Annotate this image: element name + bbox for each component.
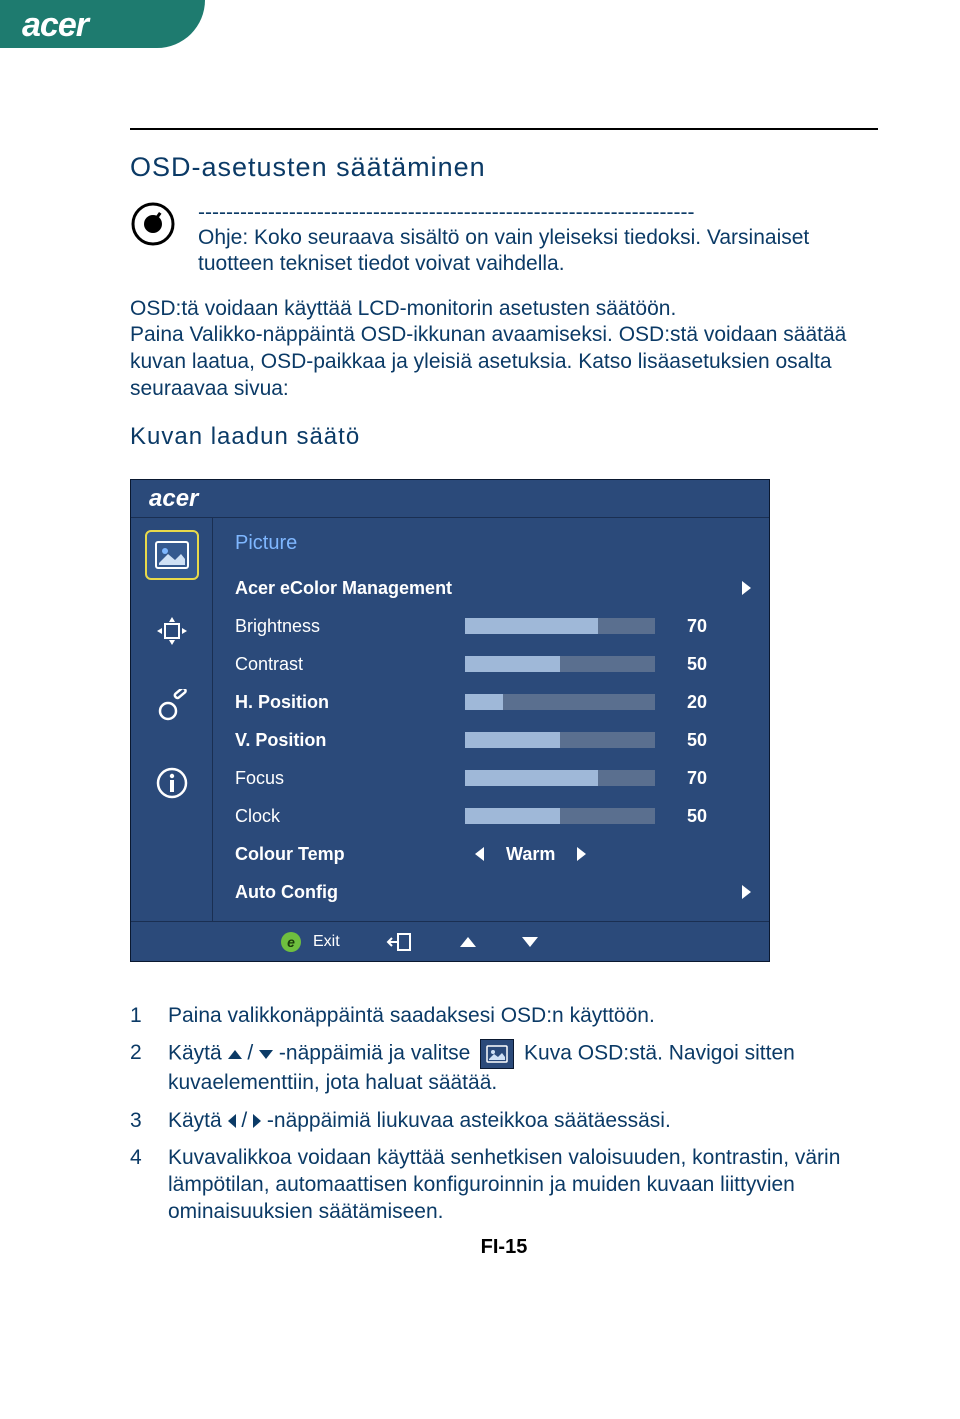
osd-sidebar [131,518,213,921]
slider-track[interactable] [465,694,655,710]
slider-track[interactable] [465,808,655,824]
list-number: 4 [130,1144,150,1226]
note-text: Ohje: Koko seuraava sisältö on vain ylei… [198,225,878,278]
osd-label: Brightness [235,616,465,637]
heading-osd-settings: OSD-asetusten säätäminen [130,152,878,183]
osd-label: Auto Config [235,882,742,903]
osd-row-brightness[interactable]: Brightness 70 [235,607,751,645]
osd-label: V. Position [235,730,465,751]
osd-label: Contrast [235,654,465,675]
slider-fill [465,770,598,786]
osd-row-vposition[interactable]: V. Position 50 [235,721,751,759]
arrow-down-icon[interactable] [522,937,538,947]
arrow-up-icon [228,1050,242,1059]
list-text: Käytä / -näppäimiä ja valitse Kuva OSD:s… [168,1039,878,1096]
list-text: Käytä / -näppäimiä liukuvaa asteikkoa sä… [168,1107,878,1134]
slider-fill [465,694,503,710]
osd-panel: acer [130,479,770,962]
list-item: 1 Paina valikkonäppäintä saadaksesi OSD:… [130,1002,878,1029]
arrow-left-icon [228,1114,236,1128]
page-header: acer [0,0,960,48]
osd-label: Colour Temp [235,844,465,865]
osd-label: Focus [235,768,465,789]
slider-value: 20 [671,692,707,713]
sidebar-picture-icon[interactable] [145,530,199,580]
enter-icon[interactable] [386,931,414,953]
slider-fill [465,656,560,672]
sidebar-info-icon[interactable] [145,758,199,808]
note-dashes: ----------------------------------------… [198,201,878,225]
slider-value: 50 [671,730,707,751]
colour-temp-value: Warm [506,844,555,865]
heading-picture-quality: Kuvan laadun säätö [130,423,878,451]
slider-track[interactable] [465,732,655,748]
slider-track[interactable] [465,770,655,786]
slider-fill [465,808,560,824]
osd-titlebar: acer [131,480,769,518]
note-block: ----------------------------------------… [130,201,878,278]
exit-label: Exit [313,933,340,951]
list-item: 2 Käytä / -näppäimiä ja valitse Kuva OSD… [130,1039,878,1096]
page-number: FI-15 [130,1236,878,1259]
list-number: 3 [130,1107,150,1134]
note-icon [130,201,176,278]
osd-logo: acer [149,485,198,513]
osd-row-colourtemp[interactable]: Colour Temp Warm [235,835,751,873]
osd-label: H. Position [235,692,465,713]
chevron-right-icon[interactable] [577,847,586,861]
list-item: 4 Kuvavalikkoa voidaan käyttää senhetkis… [130,1144,878,1226]
slider-value: 50 [671,806,707,827]
osd-row-ecolor[interactable]: Acer eColor Management [235,569,751,607]
osd-label: Acer eColor Management [235,578,742,599]
list-item: 3 Käytä / -näppäimiä liukuvaa asteikkoa … [130,1107,878,1134]
slider-fill [465,618,598,634]
brand-logo: acer [22,6,88,45]
slider-fill [465,732,560,748]
sidebar-settings-icon[interactable] [145,682,199,732]
osd-row-contrast[interactable]: Contrast 50 [235,645,751,683]
osd-row-hposition[interactable]: H. Position 20 [235,683,751,721]
exit-e-icon: e [281,932,301,952]
osd-row-autoconfig[interactable]: Auto Config [235,873,751,911]
list-number: 2 [130,1039,150,1096]
intro-paragraph: OSD:tä voidaan käyttää LCD-monitorin ase… [130,296,878,404]
list-number: 1 [130,1002,150,1029]
chevron-left-icon[interactable] [475,847,484,861]
instruction-list: 1 Paina valikkonäppäintä saadaksesi OSD:… [130,1002,878,1226]
sidebar-position-icon[interactable] [145,606,199,656]
osd-footer: e Exit [131,921,769,961]
chevron-right-icon [742,581,751,595]
slider-track[interactable] [465,618,655,634]
osd-row-focus[interactable]: Focus 70 [235,759,751,797]
slider-value: 50 [671,654,707,675]
arrow-down-icon [259,1050,273,1059]
osd-section-title: Picture [235,532,751,555]
arrow-up-icon[interactable] [460,937,476,947]
slider-value: 70 [671,768,707,789]
arrow-right-icon [253,1114,261,1128]
osd-row-clock[interactable]: Clock 50 [235,797,751,835]
osd-content: Picture Acer eColor Management Brightnes… [213,518,769,921]
picture-icon [480,1039,514,1069]
chevron-right-icon [742,885,751,899]
slider-value: 70 [671,616,707,637]
list-text: Kuvavalikkoa voidaan käyttää senhetkisen… [168,1144,878,1226]
slider-track[interactable] [465,656,655,672]
osd-label: Clock [235,806,465,827]
divider [130,128,878,130]
list-text: Paina valikkonäppäintä saadaksesi OSD:n … [168,1002,878,1029]
osd-exit[interactable]: e Exit [281,932,340,952]
page-body: OSD-asetusten säätäminen ---------------… [0,48,960,1259]
